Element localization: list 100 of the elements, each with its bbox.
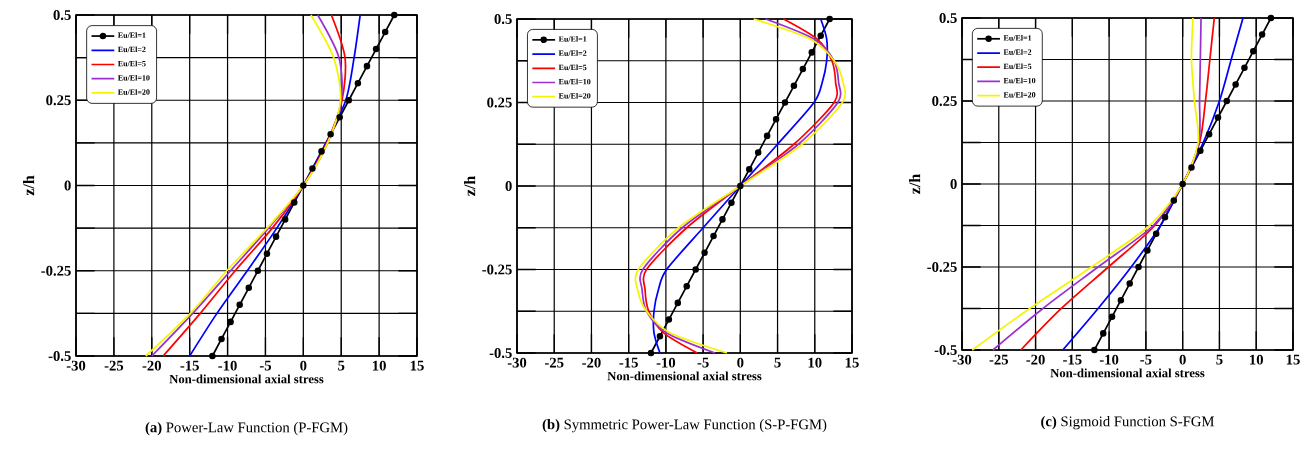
point <box>1179 180 1186 188</box>
point <box>1267 14 1275 22</box>
point <box>1108 313 1116 321</box>
legend-label: Eu/El=1 <box>117 32 146 38</box>
point <box>817 32 824 39</box>
point <box>754 149 762 156</box>
legend-label: Eu/El=1 <box>558 36 587 42</box>
point <box>1188 164 1195 171</box>
point <box>701 249 708 257</box>
point <box>236 301 243 309</box>
point <box>745 166 753 173</box>
y-tick-label: 0.5 <box>494 14 512 24</box>
point <box>1117 296 1125 304</box>
x-tick-label: 10 <box>808 357 822 368</box>
point <box>1214 114 1222 121</box>
x-tick-label: 0 <box>1179 354 1186 365</box>
point <box>719 216 726 223</box>
point <box>354 79 362 87</box>
point <box>281 216 289 223</box>
y-tick-label: -0.5 <box>489 348 512 358</box>
x-tick-label: -30 <box>952 354 972 365</box>
point <box>674 299 682 307</box>
legend-label: Eu/El=10 <box>1003 77 1036 84</box>
point <box>391 11 398 19</box>
line-series <box>1061 17 1244 351</box>
point <box>790 82 798 90</box>
point <box>656 333 664 340</box>
point <box>1232 81 1239 88</box>
legend-label: Eu/El=20 <box>1003 91 1036 98</box>
point <box>692 266 699 273</box>
y-tick-label: -0.5 <box>934 345 957 355</box>
line-series <box>188 14 362 357</box>
legend-label: Eu/El=5 <box>117 60 146 67</box>
point <box>808 49 816 56</box>
y-tick-label: 0.25 <box>46 95 71 106</box>
x-tick-label: -30 <box>507 357 527 368</box>
point <box>1152 230 1160 238</box>
y-tick-label: -0.25 <box>927 262 957 272</box>
x-tick-label: 5 <box>338 360 345 371</box>
point <box>737 182 744 190</box>
point <box>1258 31 1266 38</box>
y-axis-title: z/h <box>23 175 35 196</box>
legend-label: Eu/El=20 <box>117 89 150 95</box>
x-tick-label: 15 <box>1286 354 1300 365</box>
y-tick-label: 0 <box>950 179 957 189</box>
x-tick-label: -20 <box>1026 354 1045 365</box>
x-tick-label: -25 <box>104 360 124 371</box>
point <box>826 15 833 23</box>
point <box>1135 263 1142 271</box>
y-axis-title: z/h <box>464 176 476 196</box>
point <box>254 267 262 275</box>
point <box>272 233 280 240</box>
legend-label: Eu/El=2 <box>558 50 587 56</box>
point <box>336 114 343 121</box>
x-tick-label: 0 <box>300 360 307 371</box>
legend-label: Eu/El=1 <box>1003 35 1032 41</box>
x-tick-label: -5 <box>1140 354 1152 365</box>
x-tick-label: -5 <box>259 360 272 371</box>
x-tick-label: -25 <box>544 357 564 368</box>
point <box>1223 97 1231 105</box>
point <box>665 316 673 323</box>
legend-label: Eu/El=20 <box>558 92 591 99</box>
point <box>218 335 225 343</box>
x-tick-label: 0 <box>737 357 744 368</box>
text: (b) Symmetric Power-Law Function (S-P-FGM) <box>542 419 827 433</box>
x-tick-label: 15 <box>845 357 859 368</box>
x-tick-label: -10 <box>218 360 237 371</box>
point <box>327 131 334 138</box>
point <box>647 349 655 357</box>
point <box>772 115 780 123</box>
x-tick-label: 5 <box>774 357 781 368</box>
x-tick-label: 10 <box>372 360 386 371</box>
point <box>209 352 216 360</box>
point <box>363 62 371 70</box>
x-tick-label: -20 <box>142 360 161 371</box>
point <box>290 199 298 206</box>
y-tick-label: -0.25 <box>41 265 71 276</box>
legend-label: Eu/El=10 <box>558 78 591 85</box>
point <box>1161 213 1169 221</box>
x-tick-label: -5 <box>697 357 709 368</box>
x-tick-label: -10 <box>1099 354 1119 365</box>
point <box>728 199 735 206</box>
y-tick-label: 0 <box>64 180 71 191</box>
x-tick-label: -15 <box>180 360 199 371</box>
point <box>1144 247 1151 254</box>
x-tick-label: -25 <box>989 354 1009 365</box>
y-tick-label: 0.5 <box>53 10 71 20</box>
x-axis-title: Non-dimensional axial stress <box>169 374 324 384</box>
y-tick-label: 0 <box>505 181 512 191</box>
x-tick-label: 15 <box>410 360 424 371</box>
y-tick-label: -0.25 <box>482 264 512 275</box>
point <box>1126 280 1133 287</box>
x-tick-label: 10 <box>1250 354 1263 365</box>
point <box>381 28 389 36</box>
point <box>227 318 234 326</box>
legend-label: Eu/El=2 <box>1003 49 1032 55</box>
point <box>710 232 717 240</box>
point <box>345 96 353 104</box>
y-tick-label: 0.5 <box>939 13 957 23</box>
point <box>263 250 271 257</box>
